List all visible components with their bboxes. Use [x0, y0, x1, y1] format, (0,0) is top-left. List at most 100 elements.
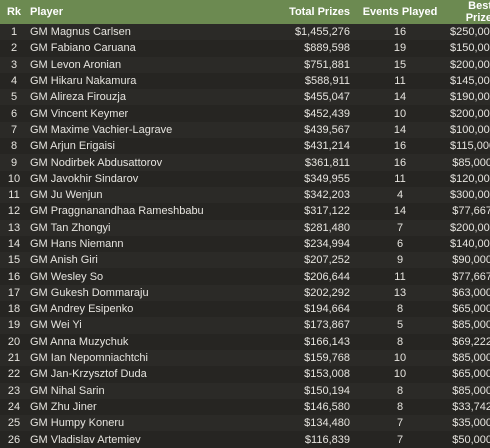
table-row[interactable]: 22 GM Jan-Krzysztof Duda $153,008 10 $65,000	[0, 366, 490, 383]
table-row[interactable]: 7 GM Maxime Vachier-Lagrave $439,567 14 $100…	[0, 121, 490, 139]
best-prize: $115,000	[450, 138, 490, 155]
rank-cell: 20	[0, 333, 28, 350]
total-prizes: $751,881	[234, 56, 350, 73]
total-prizes: $349,955	[234, 170, 350, 187]
total-prizes: $153,008	[234, 366, 350, 383]
rank-cell: 15	[0, 252, 28, 269]
best-prize: $85,000	[450, 349, 490, 367]
header-total-prizes[interactable]: Total Prizes	[234, 0, 350, 24]
player-name: GM Hikaru Nakamura	[28, 72, 234, 90]
table-row[interactable]: 16 GM Wesley So $206,644 11 $77,667	[0, 268, 490, 285]
player-name: GM Andrey Esipenko	[28, 301, 234, 318]
table-row[interactable]: 12 GM Praggnanandhaa Rameshbabu $317,122 14…	[0, 203, 490, 220]
player-name: GM Nodirbek Abdusattorov	[28, 154, 234, 171]
table-row[interactable]: 23 GM Nihal Sarin $150,194 8 $85,000	[0, 382, 490, 399]
rank-cell: 17	[0, 284, 28, 302]
rank-cell: 2	[0, 40, 28, 57]
rank-cell: 4	[0, 72, 28, 90]
player-name: GM Zhu Jiner	[28, 398, 234, 416]
best-prize: $77,667	[450, 268, 490, 285]
total-prizes: $206,644	[234, 268, 350, 285]
header-player[interactable]: Player	[28, 0, 234, 24]
header-events-played[interactable]: Events Played	[350, 0, 450, 24]
table-row[interactable]: 20 GM Anna Muzychuk $166,143 8 $69,222	[0, 333, 490, 350]
best-prize: $50,000	[450, 431, 490, 448]
best-prize: $65,000	[450, 366, 490, 383]
rank-cell: 12	[0, 203, 28, 220]
events-played: 16	[350, 138, 450, 155]
rank-cell: 13	[0, 219, 28, 236]
events-played: 14	[350, 89, 450, 106]
events-played: 13	[350, 284, 450, 302]
player-name: GM Ian Nepomniachtchi	[28, 349, 234, 367]
total-prizes: $361,811	[234, 154, 350, 171]
best-prize: $69,222	[450, 333, 490, 350]
player-name: GM Jan-Krzysztof Duda	[28, 366, 234, 383]
best-prize: $63,000	[450, 284, 490, 302]
events-played: 16	[350, 154, 450, 171]
rank-cell: 6	[0, 105, 28, 122]
player-name: GM Nihal Sarin	[28, 382, 234, 399]
rank-cell: 7	[0, 121, 28, 139]
best-prize: $33,742	[450, 398, 490, 416]
events-played: 6	[350, 235, 450, 253]
table-row[interactable]: 24 GM Zhu Jiner $146,580 8 $33,742	[0, 398, 490, 416]
table-row[interactable]: 19 GM Wei Yi $173,867 5 $85,000	[0, 317, 490, 334]
player-name: GM Humpy Koneru	[28, 415, 234, 432]
rank-cell: 10	[0, 170, 28, 187]
rank-cell: 19	[0, 317, 28, 334]
events-played: 15	[350, 56, 450, 73]
rank-cell: 3	[0, 56, 28, 73]
total-prizes: $889,598	[234, 40, 350, 57]
table-row[interactable]: 18 GM Andrey Esipenko $194,664 8 $65,000	[0, 301, 490, 318]
best-prize: $85,000	[450, 154, 490, 171]
rank-cell: 5	[0, 89, 28, 106]
player-name: GM Wesley So	[28, 268, 234, 285]
table-row[interactable]: 17 GM Gukesh Dommaraju $202,292 13 $63,000	[0, 284, 490, 302]
rank-cell: 1	[0, 24, 28, 41]
best-prize: $77,667	[450, 203, 490, 220]
rank-cell: 11	[0, 186, 28, 204]
player-name: GM Vladislav Artemiev	[28, 431, 234, 448]
total-prizes: $317,122	[234, 203, 350, 220]
total-prizes: $116,839	[234, 431, 350, 448]
table-row[interactable]: 26 GM Vladislav Artemiev $116,839 7 $50,000	[0, 431, 490, 448]
rank-cell: 16	[0, 268, 28, 285]
player-name: GM Javokhir Sindarov	[28, 170, 234, 187]
header-best-prize[interactable]: Best Prize	[450, 0, 490, 24]
total-prizes: $281,480	[234, 219, 350, 236]
events-played: 8	[350, 301, 450, 318]
table-row[interactable]: 9 GM Nodirbek Abdusattorov $361,811 16 $85,0…	[0, 154, 490, 171]
best-prize: $200,000	[450, 56, 490, 73]
total-prizes: $173,867	[234, 317, 350, 334]
table-row[interactable]: 15 GM Anish Giri $207,252 9 $90,000	[0, 252, 490, 269]
table-row[interactable]: 21 GM Ian Nepomniachtchi $159,768 10 $85,000	[0, 349, 490, 367]
player-name: GM Praggnanandhaa Rameshbabu	[28, 203, 234, 220]
table-row[interactable]: 25 GM Humpy Koneru $134,480 7 $35,000	[0, 415, 490, 432]
player-name: GM Ju Wenjun	[28, 186, 234, 204]
total-prizes: $146,580	[234, 398, 350, 416]
total-prizes: $207,252	[234, 252, 350, 269]
best-prize: $65,000	[450, 301, 490, 318]
header-rank[interactable]: Rk	[0, 0, 28, 24]
events-played: 14	[350, 121, 450, 139]
player-name: GM Wei Yi	[28, 317, 234, 334]
total-prizes: $452,439	[234, 105, 350, 122]
rank-cell: 22	[0, 366, 28, 383]
player-name: GM Arjun Erigaisi	[28, 138, 234, 155]
rank-cell: 21	[0, 349, 28, 367]
total-prizes: $134,480	[234, 415, 350, 432]
best-prize: $35,000	[450, 415, 490, 432]
